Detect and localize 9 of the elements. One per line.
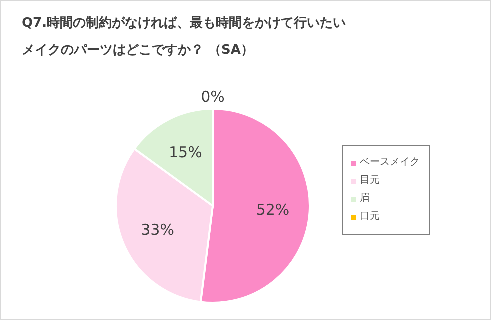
data-label: 15% — [169, 143, 202, 162]
text: 0% — [201, 88, 225, 106]
legend-label: 目元 — [360, 174, 380, 188]
chart-title: Q7.時間の制約がなければ、最も時間をかけて行いたいメイクのパーツはどこですか？ （SA） — [22, 15, 348, 60]
data-label: 52% — [256, 200, 290, 219]
data-label: 33% — [141, 220, 174, 239]
legend-label: ベースメイク — [360, 156, 420, 170]
legend-label: 眉 — [360, 192, 370, 206]
legend-label: 口元 — [360, 210, 380, 224]
